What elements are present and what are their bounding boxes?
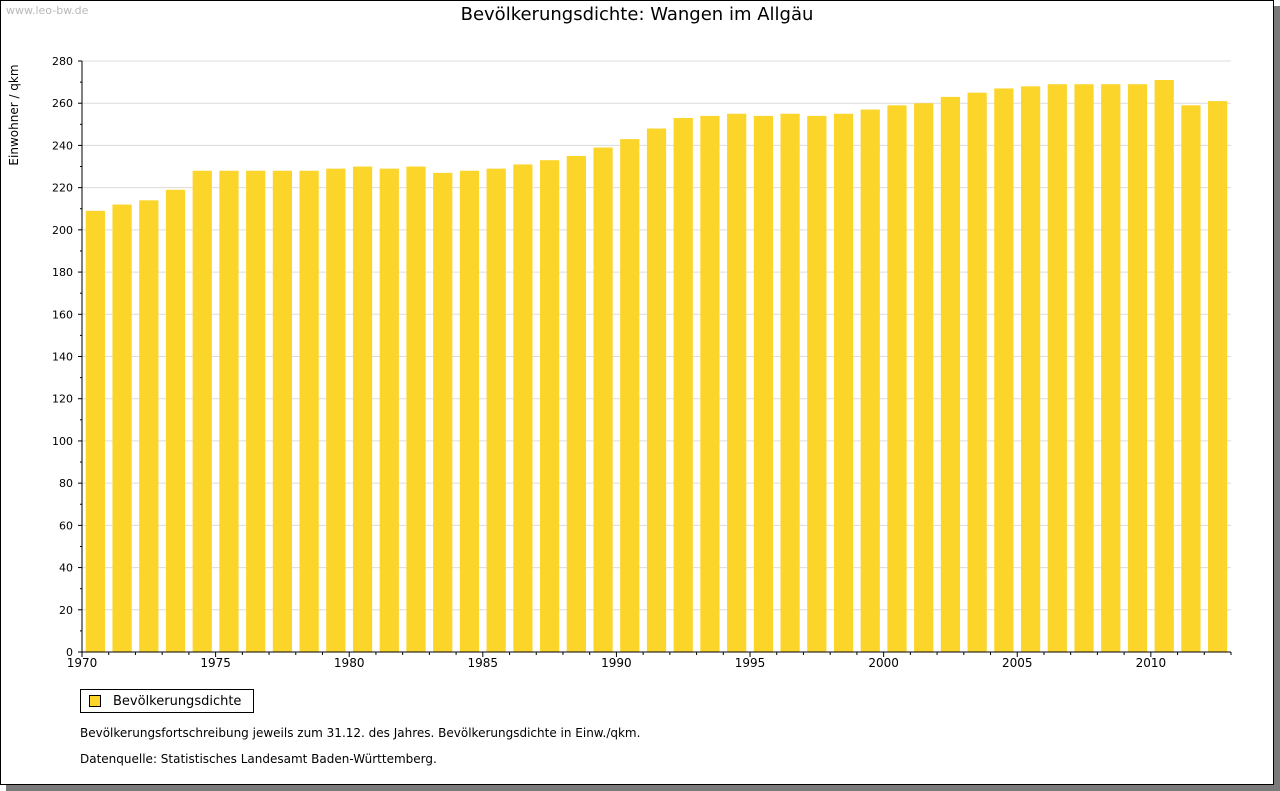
x-tick-label: 1980 [334, 656, 365, 670]
footnote-description: Bevölkerungsfortschreibung jeweils zum 3… [80, 726, 641, 740]
bar [1181, 105, 1201, 652]
bar [833, 113, 854, 652]
bar [539, 160, 560, 653]
y-tick-label: 280 [52, 55, 73, 68]
x-tick-label: 1995 [735, 656, 766, 670]
bar-chart: 0 20 40 60 80 100 120 140 160 180 200 220 240 260 280 1… [52, 55, 1232, 670]
bar [967, 92, 987, 653]
bar [192, 170, 212, 652]
frame-shadow-bottom [6, 785, 1280, 791]
bar [1208, 101, 1228, 652]
bar [219, 170, 239, 652]
x-tick-label: 1985 [468, 656, 499, 670]
bar [112, 204, 132, 652]
bar [727, 113, 747, 652]
bar [486, 168, 506, 652]
y-tick-label: 60 [59, 519, 73, 532]
y-tick-label: 100 [52, 435, 73, 448]
bar [646, 128, 667, 653]
bar [379, 168, 399, 652]
bar [246, 170, 266, 652]
y-tick-label: 20 [59, 604, 73, 617]
y-tick-label: 140 [52, 351, 73, 364]
bar [887, 105, 907, 652]
bar [1020, 86, 1041, 653]
bar [753, 115, 774, 653]
bar [165, 189, 186, 652]
frame-shadow-right [1274, 6, 1280, 791]
bar [673, 117, 693, 653]
x-tick-label: 2010 [1136, 656, 1167, 670]
legend-label: Bevölkerungsdichte [113, 693, 242, 709]
bar [352, 166, 373, 653]
bar [326, 168, 346, 652]
bar [459, 170, 480, 652]
bar [807, 115, 827, 653]
bar [1074, 84, 1094, 653]
bar [406, 166, 426, 653]
y-tick-label: 220 [52, 182, 73, 195]
bar [299, 170, 319, 652]
x-tick-label: 1990 [601, 656, 632, 670]
chart-title: Bevölkerungsdichte: Wangen im Allgäu [460, 4, 814, 25]
bar [780, 113, 800, 652]
x-tick-label: 1975 [200, 656, 231, 670]
y-tick-label: 0 [66, 646, 73, 659]
bar [433, 172, 453, 652]
bar [914, 103, 934, 652]
bar [994, 88, 1014, 653]
y-tick-label: 160 [52, 308, 73, 321]
bar [85, 210, 105, 652]
bar [1101, 84, 1121, 653]
bar [593, 147, 613, 652]
bar [620, 139, 640, 652]
y-tick-label: 240 [52, 139, 73, 152]
y-tick-label: 200 [52, 224, 73, 237]
bar [940, 96, 961, 652]
footnote-source: Datenquelle: Statistisches Landesamt Bad… [80, 752, 437, 766]
bar [1154, 79, 1174, 652]
legend-swatch [89, 695, 101, 707]
legend: Bevölkerungsdichte [80, 689, 255, 713]
y-tick-label: 80 [59, 477, 73, 490]
x-tick-label: 2000 [868, 656, 899, 670]
bar [860, 109, 880, 652]
y-tick-label: 40 [59, 562, 73, 575]
x-tick-label: 2005 [1002, 656, 1033, 670]
watermark: www.leo-bw.de [6, 4, 89, 17]
bar [566, 155, 586, 652]
x-tick-label: 1970 [67, 656, 98, 670]
bar [1127, 84, 1148, 653]
y-tick-label: 120 [52, 393, 73, 406]
bar [139, 200, 159, 653]
bar [1047, 84, 1067, 653]
bar [700, 115, 720, 653]
y-tick-label: 180 [52, 266, 73, 279]
bar [272, 170, 293, 652]
y-tick-label: 260 [52, 97, 73, 110]
bar [513, 164, 533, 653]
